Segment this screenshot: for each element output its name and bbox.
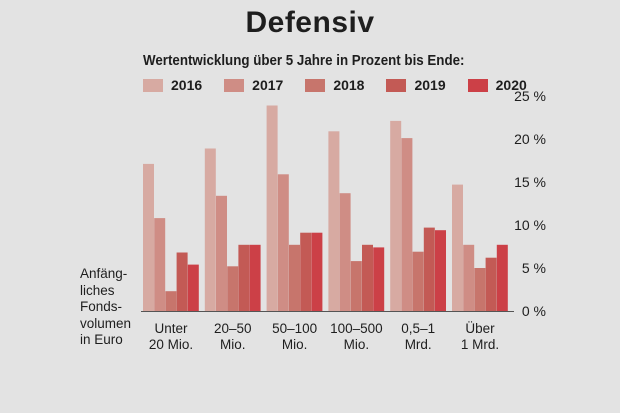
chart-title: Defensiv	[245, 6, 375, 39]
bar-2017-3	[277, 174, 289, 311]
bar-2017-2	[216, 195, 227, 311]
chart-subtitle: Wertentwicklung über 5 Jahre in Prozent …	[143, 53, 465, 69]
bar-2019-3	[300, 232, 312, 311]
legend-item-2019: 2019	[386, 77, 446, 93]
legend-item-2020: 2020	[467, 77, 527, 93]
category-label: 1 Mrd.	[461, 337, 499, 352]
category-label: Mio.	[282, 337, 308, 352]
category-label: 50–100	[272, 321, 317, 336]
category-label: 100–500	[330, 321, 383, 336]
legend: 2016 2017 2018 2019 2020	[143, 75, 549, 95]
legend-label-2018: 2018	[333, 77, 365, 93]
bar-2016-1	[143, 163, 154, 311]
bar-2016-2	[204, 148, 216, 311]
legend-swatch-2020	[467, 78, 488, 92]
legend-label-2020: 2020	[495, 77, 527, 93]
legend-swatch-2019	[386, 78, 407, 92]
bar-2017-1	[154, 218, 166, 311]
bar-2019-1	[176, 252, 188, 311]
bar-2016-3	[266, 105, 278, 311]
x-axis-title-line: in Euro	[80, 332, 123, 347]
y-tick-label: 10 %	[514, 217, 546, 233]
bar-2020-3	[311, 232, 323, 311]
bar-2019-4	[362, 244, 373, 311]
category-label: Mio.	[220, 337, 246, 352]
category-label: 20 Mio.	[149, 337, 193, 352]
bar-2019-6	[485, 257, 497, 311]
bar-2017-6	[463, 244, 475, 311]
y-tick-label: 15 %	[514, 174, 546, 190]
bar-2018-5	[412, 251, 424, 311]
bar-2017-5	[401, 138, 413, 311]
legend-label-2016: 2016	[171, 77, 203, 93]
legend-swatch-2016	[143, 78, 163, 92]
category-label: 20–50	[214, 321, 252, 336]
bar-2020-6	[496, 244, 508, 311]
bar-2018-2	[227, 266, 239, 311]
bar-2018-6	[474, 268, 486, 311]
category-label: 0,5–1	[401, 321, 435, 336]
y-tick-label: 25 %	[514, 88, 546, 104]
legend-label-2017: 2017	[252, 77, 284, 93]
bar-2020-1	[187, 264, 199, 311]
legend-item-2016: 2016	[143, 77, 202, 93]
x-axis-title-line: Anfäng-	[80, 266, 128, 281]
y-tick-label: 20 %	[514, 131, 546, 147]
bar-2017-4	[339, 193, 351, 311]
category-label: Unter	[154, 321, 188, 336]
x-axis-title: Anfäng- liches Fonds- volumen in Euro	[80, 266, 131, 349]
bar-2016-6	[452, 184, 463, 311]
category-label: Mio.	[344, 337, 370, 352]
legend-label-2019: 2019	[414, 77, 446, 93]
bar-2020-5	[435, 230, 446, 311]
category-label: Mrd.	[405, 337, 432, 352]
legend-swatch-2017	[224, 78, 245, 92]
x-axis-title-line: volumen	[80, 315, 132, 331]
bar-2018-4	[350, 261, 362, 311]
legend-item-2018: 2018	[305, 77, 364, 93]
bar-2019-2	[238, 244, 250, 311]
bar-2020-2	[249, 244, 261, 311]
legend-swatch-2018	[305, 78, 326, 92]
bar-2018-3	[289, 244, 300, 311]
legend-item-2017: 2017	[224, 77, 283, 93]
bar-2018-1	[165, 291, 177, 311]
bar-2016-5	[390, 120, 402, 312]
y-tick-label: 5 %	[522, 260, 546, 276]
x-axis-title-line: Fonds-	[80, 299, 123, 314]
bar-2019-5	[423, 227, 435, 311]
bar-2016-4	[328, 131, 340, 311]
bar-2020-4	[373, 247, 385, 311]
x-axis-title-line: liches	[80, 282, 115, 298]
category-label: Über	[465, 321, 495, 336]
y-tick-label: 0 %	[522, 303, 546, 319]
